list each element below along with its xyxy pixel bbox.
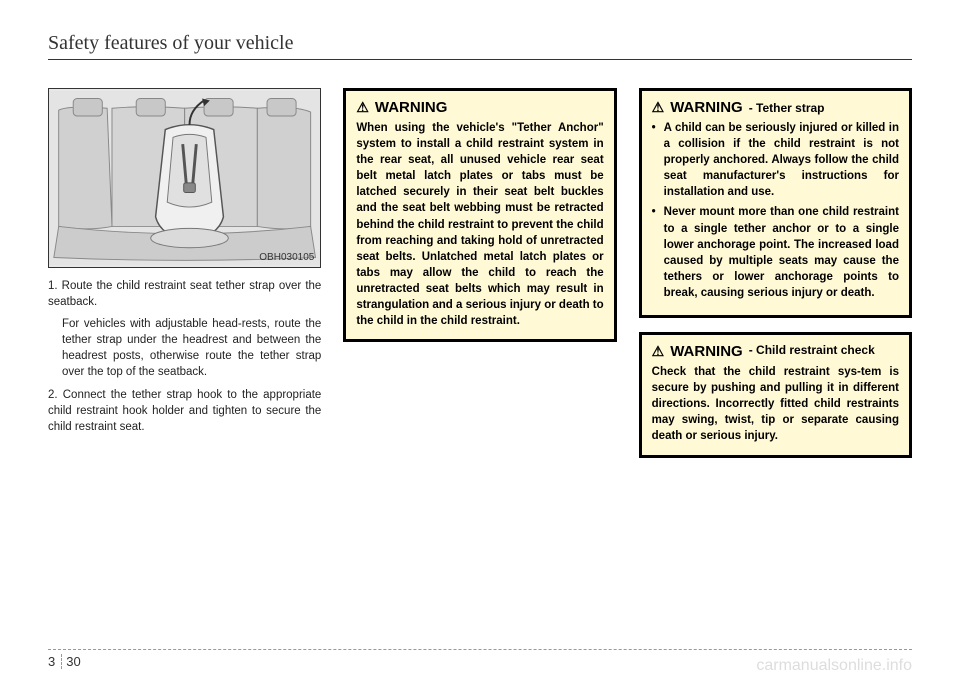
page-number-value: 30 [66,654,80,669]
warning-2-item-1: A child can be seriously injured or kill… [652,120,899,200]
warning-icon: ⚠ [652,343,665,360]
content-columns: OBH030105 1. Route the child restraint s… [48,88,912,472]
section-number: 3 [48,654,62,669]
warning-title-3: ⚠ WARNING - Child restraint check [652,343,899,360]
warning-body-2: A child can be seriously injured or kill… [652,120,899,301]
warning-title-1: ⚠ WARNING [356,99,603,116]
child-seat-illustration [49,89,320,267]
warning-tether-strap: ⚠ WARNING - Tether strap A child can be … [639,88,912,318]
warning-icon: ⚠ [652,99,665,116]
header-title: Safety features of your vehicle [48,32,293,54]
step-1: 1. Route the child restraint seat tether… [48,278,321,310]
warning-body-1: When using the vehicle's "Tether Anchor"… [356,120,603,329]
instruction-steps: 1. Route the child restraint seat tether… [48,278,321,435]
warning-tether-anchor: ⚠ WARNING When using the vehicle's "Teth… [343,88,616,342]
column-left: OBH030105 1. Route the child restraint s… [48,88,321,472]
warning-child-restraint-check: ⚠ WARNING - Child restraint check Check … [639,332,912,457]
page-header: Safety features of your vehicle [48,32,912,60]
warning-label: WARNING [375,99,448,116]
warning-title-2: ⚠ WARNING - Tether strap [652,99,899,116]
step-2: 2. Connect the tether strap hook to the … [48,387,321,435]
child-seat-figure: OBH030105 [48,88,321,268]
warning-2-item-2: Never mount more than one child restrain… [652,204,899,301]
warning-label: WARNING [670,99,743,116]
manual-page: Safety features of your vehicle [0,0,960,689]
warning-subtitle-3: - Child restraint check [749,343,899,357]
column-right: ⚠ WARNING - Tether strap A child can be … [639,88,912,472]
warning-subtitle-2: - Tether strap [749,101,825,115]
watermark: carmanualsonline.info [756,657,912,675]
warning-label: WARNING [670,343,743,360]
figure-label: OBH030105 [259,252,314,263]
warning-icon: ⚠ [356,99,369,116]
step-1-sub: For vehicles with adjustable head-rests,… [48,316,321,380]
warning-body-3: Check that the child restraint sys-tem i… [652,364,899,444]
column-middle: ⚠ WARNING When using the vehicle's "Teth… [343,88,616,472]
